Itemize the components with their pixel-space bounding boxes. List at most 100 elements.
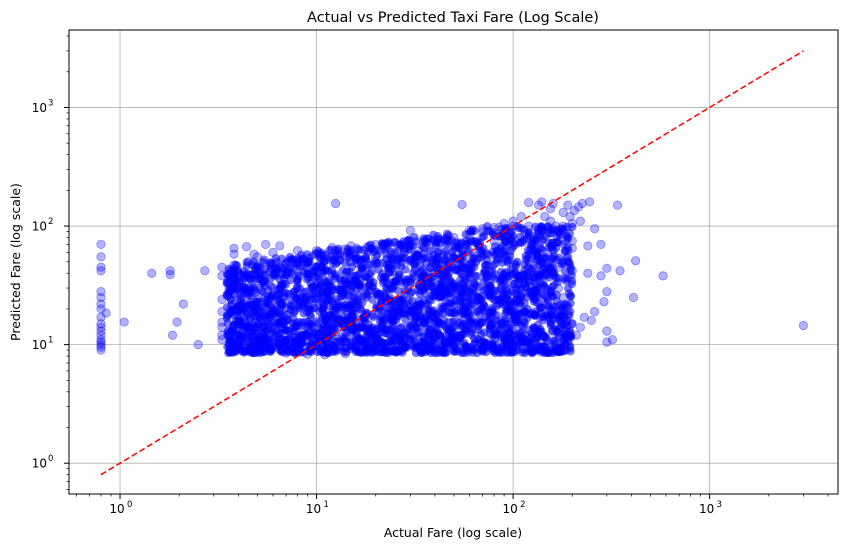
scatter-point	[268, 283, 278, 293]
scatter-point	[558, 304, 568, 314]
dense-point	[544, 238, 554, 248]
scatter-point	[553, 328, 563, 338]
dense-point	[367, 267, 376, 276]
scatter-point	[548, 268, 558, 278]
scatter-point	[489, 236, 499, 246]
scatter-point	[249, 249, 259, 259]
dense-point	[277, 340, 286, 350]
dense-point	[357, 298, 367, 308]
scatter-point	[96, 312, 106, 322]
dense-point	[262, 313, 271, 322]
scatter-point	[563, 309, 573, 319]
scatter-point	[352, 254, 362, 264]
dense-point	[348, 292, 357, 302]
scatter-point	[96, 287, 106, 297]
dense-point	[503, 323, 512, 333]
dense-point	[471, 257, 481, 267]
scatter-point	[464, 225, 475, 235]
dense-point	[286, 301, 295, 310]
dense-point	[283, 267, 293, 277]
scatter-point	[478, 342, 488, 352]
dense-point	[251, 335, 260, 345]
scatter-point	[252, 322, 262, 332]
dense-point	[311, 289, 320, 299]
dense-point	[267, 308, 277, 317]
scatter-point	[96, 342, 106, 352]
dense-point	[232, 302, 242, 311]
dense-point	[364, 280, 374, 289]
dense-point	[539, 290, 548, 300]
dense-point	[365, 287, 374, 296]
dense-point	[352, 327, 361, 336]
scatter-point	[281, 259, 291, 269]
dense-point	[426, 306, 435, 315]
scatter-point	[252, 252, 262, 262]
scatter-point	[565, 212, 575, 222]
scatter-point	[292, 246, 303, 256]
dense-point	[299, 288, 309, 297]
scatter-point	[229, 243, 239, 253]
y-tick-label: 10	[32, 101, 47, 115]
dense-point	[502, 307, 512, 316]
dense-point	[564, 337, 573, 347]
dense-point	[335, 318, 344, 328]
dense-point	[265, 299, 274, 309]
dense-point	[485, 316, 494, 325]
scatter-point	[268, 335, 278, 345]
scatter-point	[222, 290, 232, 301]
scatter-point	[534, 200, 544, 210]
dense-point	[377, 295, 387, 305]
scatter-point	[222, 278, 232, 288]
x-axis: 10 0 10 1 10 2 10 3	[76, 494, 829, 516]
dense-point	[540, 342, 549, 351]
scatter-point	[543, 312, 553, 322]
dense-point	[266, 274, 275, 283]
dense-point	[401, 265, 410, 274]
scatter-point	[658, 271, 668, 281]
scatter-point	[440, 234, 450, 244]
dense-point	[533, 342, 542, 351]
dense-point	[521, 282, 530, 292]
dense-point	[406, 277, 415, 287]
scatter-point	[413, 246, 424, 256]
dense-point	[474, 325, 483, 335]
scatter-point	[320, 256, 330, 266]
scatter-point	[567, 243, 577, 253]
scatter-point	[167, 330, 178, 340]
scatter-point	[217, 262, 227, 272]
scatter-point	[567, 218, 577, 229]
scatter-point	[602, 287, 612, 297]
dense-point	[312, 280, 321, 290]
scatter-point	[457, 199, 467, 210]
scatter-point	[302, 257, 313, 267]
scatter-point	[567, 266, 577, 276]
scatter-point	[553, 262, 563, 272]
scatter-point	[229, 309, 239, 319]
dense-point	[340, 275, 350, 284]
dense-point	[419, 319, 429, 328]
scatter-point	[96, 340, 106, 350]
dense-point	[434, 248, 443, 257]
scatter-point	[602, 337, 612, 347]
dense-point	[519, 225, 529, 234]
dense-point	[511, 259, 520, 268]
dense-point	[319, 321, 328, 330]
scatter-point	[229, 322, 239, 332]
dense-point	[492, 310, 501, 320]
scatter-point	[602, 263, 612, 273]
scatter-point	[229, 260, 239, 270]
scatter-point	[540, 212, 550, 222]
scatter-point	[252, 274, 262, 284]
scatter-point	[172, 317, 182, 327]
scatter-point	[545, 204, 556, 214]
data-points	[96, 197, 808, 360]
scatter-point	[260, 239, 271, 250]
scatter-point	[543, 299, 553, 309]
scatter-point	[449, 232, 459, 243]
dense-point	[563, 284, 573, 293]
dense-point	[305, 272, 314, 282]
scatter-point	[478, 224, 488, 234]
scatter-point	[612, 200, 623, 210]
scatter-point	[516, 271, 526, 281]
scatter-point	[558, 207, 568, 218]
